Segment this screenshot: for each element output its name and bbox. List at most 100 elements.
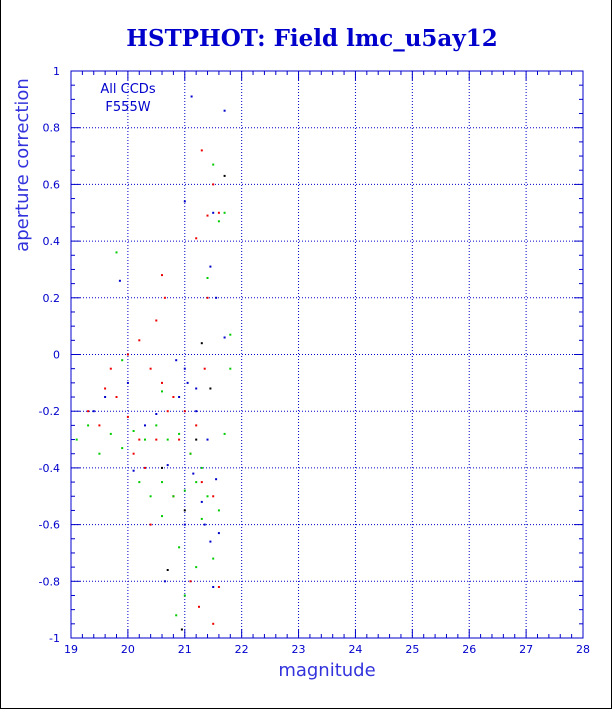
data-point (195, 438, 198, 441)
data-point (87, 410, 90, 413)
data-point (183, 200, 186, 203)
data-point (198, 605, 200, 608)
x-tick-label: 26 (462, 643, 476, 656)
data-point (98, 452, 101, 455)
data-point (215, 296, 218, 299)
data-point (212, 495, 215, 498)
data-point (104, 387, 107, 390)
chart-title: HSTPHOT: Field lmc_u5ay12 (126, 25, 497, 52)
data-point (87, 424, 90, 427)
data-point (155, 319, 158, 322)
data-point (166, 410, 169, 413)
data-point (161, 390, 163, 393)
data-point (161, 274, 163, 277)
data-point (138, 481, 141, 484)
y-tick-label: 0.8 (43, 122, 61, 135)
data-point (209, 387, 212, 390)
grid (71, 71, 583, 638)
data-point (206, 495, 209, 498)
data-point (186, 381, 189, 384)
data-point (217, 211, 220, 214)
data-point (138, 438, 141, 441)
data-point (195, 237, 198, 240)
data-point (178, 438, 181, 441)
x-axis-label: magnitude (278, 660, 375, 681)
data-point (155, 413, 158, 415)
y-tick-label: 0 (53, 349, 60, 362)
data-points (75, 95, 232, 631)
data-point (200, 466, 203, 469)
data-point (212, 211, 215, 214)
x-tick-label: 19 (64, 643, 78, 656)
data-point (206, 277, 209, 279)
data-point (109, 432, 112, 435)
data-point (183, 594, 186, 597)
data-point (192, 472, 195, 475)
data-point (195, 410, 198, 413)
data-point (229, 333, 232, 336)
data-point (132, 469, 135, 472)
data-point (217, 220, 220, 223)
data-point (161, 381, 163, 384)
data-point (155, 424, 158, 427)
data-point (195, 481, 198, 484)
data-point (132, 452, 135, 455)
y-tick-label: -0.8 (39, 575, 60, 588)
data-point (144, 424, 146, 427)
data-point (223, 109, 226, 112)
y-axis-label: aperture correction (12, 78, 33, 252)
data-point (118, 279, 121, 282)
data-point (212, 586, 215, 588)
data-point (183, 509, 186, 512)
data-point (149, 523, 152, 526)
x-tick-label: 24 (348, 643, 362, 656)
data-point (149, 495, 152, 498)
data-point (190, 95, 193, 98)
data-point (178, 396, 181, 398)
data-point (200, 517, 203, 520)
y-tick-label: 0.2 (43, 292, 61, 305)
data-point (178, 546, 181, 549)
data-point (161, 515, 163, 518)
data-point (217, 532, 220, 535)
data-point (223, 211, 226, 214)
data-point (155, 438, 158, 441)
data-point (104, 396, 107, 398)
data-point (175, 614, 178, 617)
data-point (115, 251, 118, 254)
data-point (175, 359, 178, 362)
data-point (212, 557, 215, 560)
x-tick-label: 20 (121, 643, 135, 656)
data-point (183, 489, 186, 492)
data-point (126, 381, 129, 384)
data-point (195, 566, 198, 569)
data-point (163, 296, 166, 299)
data-point (206, 214, 209, 217)
data-point (195, 424, 198, 427)
data-point (200, 481, 203, 484)
y-tick-label: 1 (53, 65, 60, 78)
annotation-filter: F555W (105, 100, 150, 115)
data-point (200, 149, 203, 152)
data-point (183, 523, 186, 526)
data-point (163, 580, 166, 583)
data-point (161, 481, 163, 484)
data-point (223, 336, 226, 339)
data-point (126, 415, 129, 418)
y-tick-label: 0.6 (43, 178, 61, 191)
y-tick-label: -1 (49, 632, 60, 645)
x-tick-label: 25 (405, 643, 419, 656)
data-point (138, 339, 141, 342)
data-point (92, 410, 95, 413)
data-point (166, 464, 169, 467)
data-point (180, 628, 183, 631)
data-point (115, 396, 118, 398)
y-tick-label: -0.2 (39, 405, 60, 418)
data-point (144, 438, 146, 441)
data-point (212, 183, 215, 186)
data-point (109, 367, 112, 370)
data-point (183, 367, 186, 370)
data-point (223, 432, 226, 435)
